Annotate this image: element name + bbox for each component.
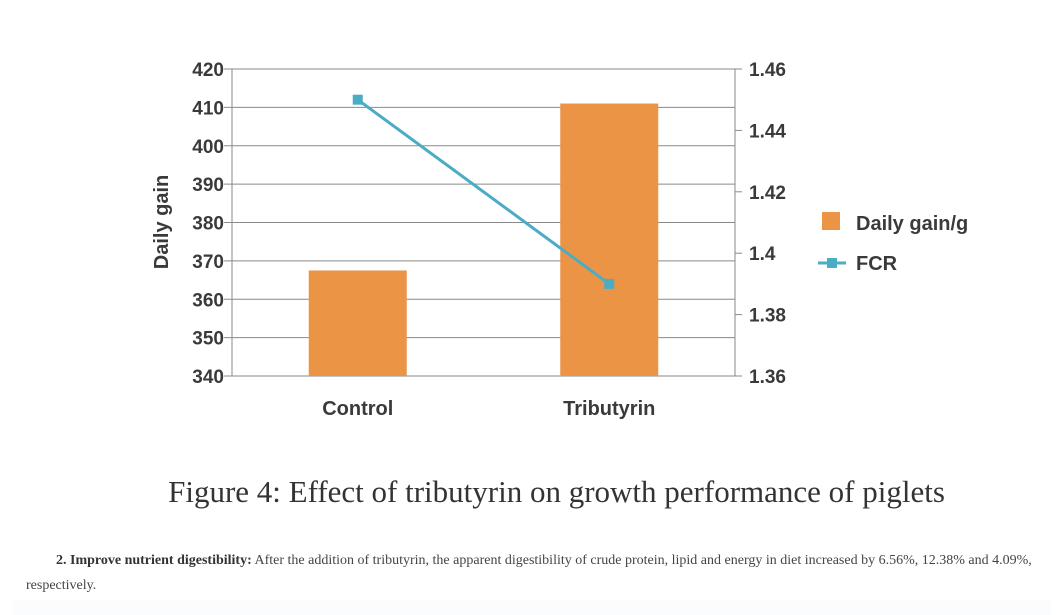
fcr-marker <box>604 278 615 289</box>
left-tick-label: 380 <box>192 214 224 235</box>
left-tick-label: 410 <box>192 98 224 119</box>
left-tick-label: 350 <box>192 329 224 350</box>
combo-chart: 340 350 360 370 380 390 400 410 420 1.36 1.38 1.4 1.… <box>151 60 968 420</box>
footer-area <box>12 600 1051 615</box>
legend-label-daily-gain: Daily gain/g <box>856 213 968 235</box>
bar-tributyrin <box>560 103 659 376</box>
y-axis-title: Daily gain <box>151 175 173 269</box>
left-tick-label: 390 <box>192 175 224 196</box>
right-tick-label: 1.44 <box>749 121 786 142</box>
figure-caption: Figure 4: Effect of tributyrin on growth… <box>168 474 945 509</box>
left-tick-label: 360 <box>192 290 224 311</box>
legend-label-fcr: FCR <box>856 253 898 275</box>
legend-swatch-daily-gain <box>822 212 840 230</box>
right-tick-label: 1.42 <box>749 183 786 204</box>
fcr-line <box>356 98 611 286</box>
right-tick-label: 1.4 <box>749 244 776 265</box>
paragraph-text: After the addition of tributyrin, the ap… <box>26 553 1032 593</box>
fcr-marker <box>352 94 363 105</box>
right-tick-label: 1.36 <box>749 367 786 388</box>
category-label: Tributyrin <box>563 398 655 420</box>
bar-control <box>308 270 407 376</box>
right-tick-label: 1.38 <box>749 306 786 327</box>
category-label: Control <box>322 398 393 420</box>
right-tick-label: 1.46 <box>749 60 786 81</box>
left-tick-label: 340 <box>192 367 224 388</box>
body-paragraph: 2. Improve nutrient digestibility: After… <box>26 548 1036 598</box>
left-tick-label: 400 <box>192 137 224 158</box>
left-tick-label: 420 <box>192 60 224 81</box>
legend-swatch-fcr-marker <box>827 258 837 268</box>
left-tick-label: 370 <box>192 252 224 273</box>
paragraph-heading: 2. Improve nutrient digestibility: <box>56 553 252 568</box>
